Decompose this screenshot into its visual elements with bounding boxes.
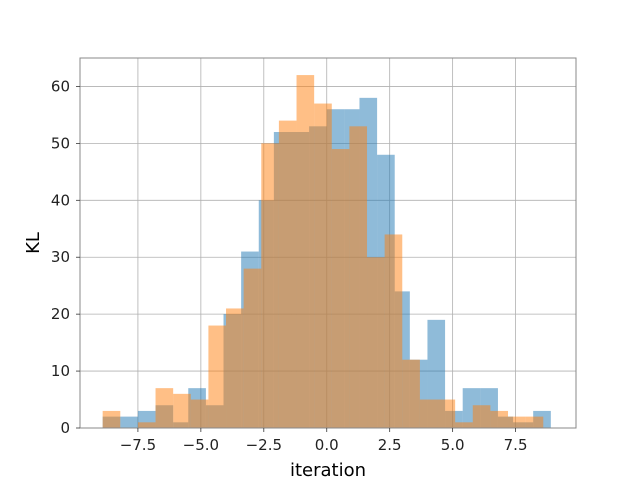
plot-frame <box>79 57 577 429</box>
histogram-bar <box>296 75 315 429</box>
histogram-bars <box>102 75 551 429</box>
x-tick-label: 0.0 <box>315 436 339 454</box>
histogram-bar <box>208 325 227 428</box>
y-tick-label: 60 <box>51 77 70 95</box>
x-tick-label: 2.5 <box>378 436 402 454</box>
histogram-bar <box>455 422 473 428</box>
histogram-bar <box>508 416 526 428</box>
histogram-bar <box>472 405 491 428</box>
histogram-bar <box>384 234 403 428</box>
y-tick-label: 0 <box>60 419 70 437</box>
y-tick-label: 40 <box>51 191 70 209</box>
histogram-bar <box>155 388 174 428</box>
x-tick-label: −5.0 <box>183 436 219 454</box>
histogram-bar <box>190 399 209 428</box>
histogram-bar <box>331 149 350 429</box>
histogram-bar <box>261 143 279 428</box>
x-axis-label: iteration <box>290 460 366 480</box>
histogram-bar <box>120 416 138 428</box>
histogram-bar <box>490 410 509 428</box>
x-tick-label: 5.0 <box>441 436 465 454</box>
y-tick-label: 30 <box>51 248 70 266</box>
series-2-bars <box>102 75 544 429</box>
histogram-bar <box>173 393 191 428</box>
y-tick-label: 20 <box>51 305 70 323</box>
histogram-bar <box>226 308 244 428</box>
histogram-bar <box>525 416 544 428</box>
axis-ticks: −7.5 −5.0 −2.5 0.0 2.5 5.0 7.5 0 10 20 30 40 50 60 <box>51 77 528 454</box>
histogram-bar <box>243 268 262 428</box>
x-tick-label: −2.5 <box>246 436 282 454</box>
histogram-bar <box>314 103 332 429</box>
histogram-bar <box>349 126 368 429</box>
y-tick-label: 10 <box>51 362 70 380</box>
x-tick-label: 7.5 <box>504 436 528 454</box>
y-tick-label: 50 <box>51 134 70 152</box>
histogram-bar <box>402 359 420 428</box>
x-tick-label: −7.5 <box>120 436 156 454</box>
histogram-bar <box>278 120 297 428</box>
histogram-bar <box>137 422 156 428</box>
histogram-bar <box>437 399 456 428</box>
y-axis-label: KL <box>23 232 44 254</box>
histogram-bar <box>102 410 121 428</box>
histogram-bar <box>419 399 438 428</box>
histogram-bar <box>367 257 385 428</box>
